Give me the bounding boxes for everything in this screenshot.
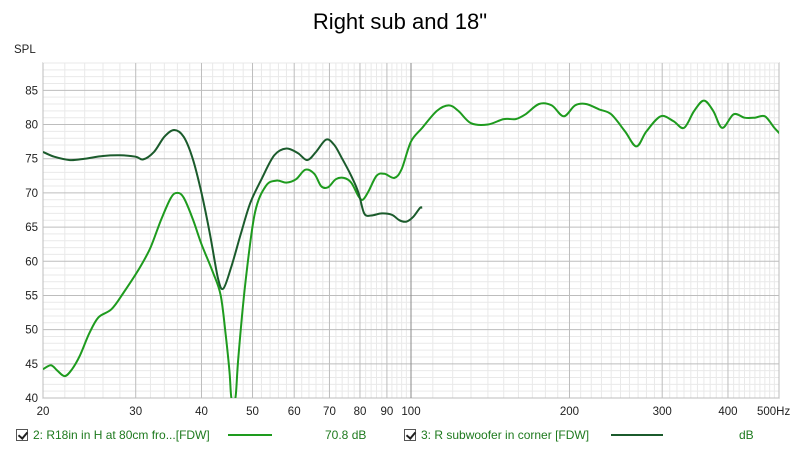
x-tick-label: 20 xyxy=(37,406,50,418)
y-tick-label: 70 xyxy=(25,188,38,200)
legend-value-1: 70.8 dB xyxy=(325,428,367,442)
x-tick-label: 70 xyxy=(323,406,336,418)
legend-label-1: 2: R18in in H at 80cm fro...[FDW] xyxy=(33,428,210,442)
y-tick-label: 60 xyxy=(25,256,38,268)
x-tick-label: 90 xyxy=(381,406,394,418)
x-tick-label: 80 xyxy=(354,406,367,418)
y-tick-label: 85 xyxy=(25,85,38,97)
chart-title: Right sub and 18" xyxy=(312,9,488,34)
y-tick-label: 75 xyxy=(25,154,38,166)
legend-swatch-2 xyxy=(611,434,664,436)
series-1-checkbox[interactable] xyxy=(16,429,28,441)
x-tick-label: 40 xyxy=(195,406,208,418)
x-tick-label: 60 xyxy=(288,406,301,418)
y-tick-label: 50 xyxy=(25,325,38,337)
x-tick-label: 30 xyxy=(129,406,142,418)
x-tick-label: 100 xyxy=(401,406,420,418)
series-line-2 xyxy=(43,129,423,291)
y-tick-label: 65 xyxy=(25,222,38,234)
legend-item-1: 2: R18in in H at 80cm fro...[FDW] 70.8 d… xyxy=(16,426,376,444)
y-axis-label: SPL xyxy=(14,44,36,56)
y-tick-label: 80 xyxy=(25,120,38,132)
legend-item-2: 3: R subwoofer in corner [FDW] dB xyxy=(404,426,794,444)
series-line-1 xyxy=(43,99,779,398)
x-tick-label: 300 xyxy=(653,406,672,418)
y-tick-label: 55 xyxy=(25,290,38,302)
y-tick-label: 40 xyxy=(25,393,38,405)
legend-label-2: 3: R subwoofer in corner [FDW] xyxy=(421,428,590,442)
legend-value-2: dB xyxy=(739,428,754,442)
x-tick-label: 50 xyxy=(246,406,259,418)
series-lines xyxy=(43,99,779,398)
y-tick-labels: 40 45 50 55 60 65 70 75 80 85 xyxy=(25,85,38,405)
x-tick-label: 400 xyxy=(718,406,737,418)
major-gridlines xyxy=(42,63,780,399)
legend-swatch-1 xyxy=(227,434,272,436)
x-tick-label: 500Hz xyxy=(757,406,790,418)
x-tick-label: 200 xyxy=(560,406,579,418)
y-tick-label: 45 xyxy=(25,359,38,371)
series-2-checkbox[interactable] xyxy=(404,429,416,441)
x-tick-labels: 20 30 40 50 60 70 80 90 100 200 300 400 500Hz xyxy=(37,406,791,418)
